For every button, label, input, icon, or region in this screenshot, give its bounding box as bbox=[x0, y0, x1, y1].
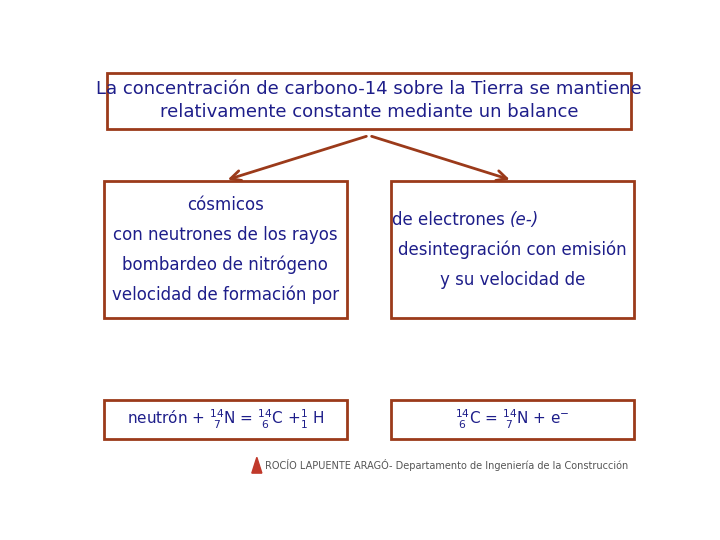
Text: neutrón + $^{14}_{\ 7}$N = $^{14}_{\ 6}$C +$^{1}_{1}$ H: neutrón + $^{14}_{\ 7}$N = $^{14}_{\ 6}$… bbox=[127, 408, 324, 431]
Polygon shape bbox=[252, 457, 262, 473]
Text: de electrones: de electrones bbox=[392, 211, 510, 229]
Text: bombardeo de nitrógeno: bombardeo de nitrógeno bbox=[122, 255, 328, 274]
Text: ROCÍO LAPUENTE ARAGÓ- Departamento de Ingeniería de la Construcción: ROCÍO LAPUENTE ARAGÓ- Departamento de In… bbox=[265, 459, 629, 471]
Text: (e-): (e-) bbox=[510, 211, 539, 229]
Text: desintegración con emisión: desintegración con emisión bbox=[398, 241, 627, 259]
Text: $^{14}_{\ 6}$C = $^{14}_{\ 7}$N + e$^{-}$: $^{14}_{\ 6}$C = $^{14}_{\ 7}$N + e$^{-}… bbox=[455, 408, 570, 431]
Bar bbox=[107, 73, 631, 129]
Bar bbox=[104, 400, 347, 439]
Bar bbox=[392, 181, 634, 319]
Text: y su velocidad de: y su velocidad de bbox=[440, 271, 585, 289]
Text: cósmicos: cósmicos bbox=[187, 196, 264, 214]
Text: relativamente constante mediante un balance: relativamente constante mediante un bala… bbox=[160, 103, 578, 120]
Bar bbox=[104, 181, 347, 319]
Text: velocidad de formación por: velocidad de formación por bbox=[112, 286, 339, 304]
Text: La concentración de carbono-14 sobre la Tierra se mantiene: La concentración de carbono-14 sobre la … bbox=[96, 80, 642, 98]
Text: con neutrones de los rayos: con neutrones de los rayos bbox=[113, 226, 338, 244]
Bar bbox=[392, 400, 634, 439]
